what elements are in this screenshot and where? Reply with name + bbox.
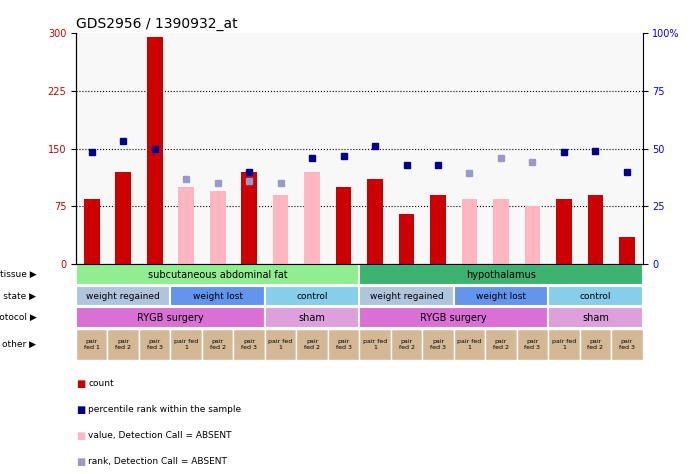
Bar (115, 172, 131, 264)
FancyBboxPatch shape (76, 264, 359, 285)
Text: other ▶: other ▶ (2, 340, 37, 349)
Text: pair
fed 3: pair fed 3 (524, 339, 540, 350)
FancyBboxPatch shape (265, 329, 296, 360)
Text: weight lost: weight lost (476, 292, 526, 301)
Text: tissue ▶: tissue ▶ (0, 270, 37, 279)
Bar (556, 199, 571, 264)
Text: pair
fed 2: pair fed 2 (587, 339, 603, 350)
Text: pair fed
1: pair fed 1 (269, 339, 293, 350)
FancyBboxPatch shape (328, 329, 359, 360)
Text: pair
fed 2: pair fed 2 (209, 339, 226, 350)
Text: control: control (580, 292, 611, 301)
Text: pair
fed 3: pair fed 3 (241, 339, 257, 350)
FancyBboxPatch shape (548, 307, 643, 328)
FancyBboxPatch shape (171, 286, 265, 307)
FancyBboxPatch shape (454, 329, 485, 360)
FancyBboxPatch shape (76, 329, 108, 360)
FancyBboxPatch shape (359, 286, 454, 307)
Text: pair
fed 2: pair fed 2 (399, 339, 415, 350)
FancyBboxPatch shape (359, 329, 391, 360)
Bar (619, 237, 635, 264)
Text: ■: ■ (76, 405, 85, 415)
Text: weight regained: weight regained (86, 292, 160, 301)
Text: ■: ■ (76, 379, 85, 389)
Text: pair
fed 2: pair fed 2 (304, 339, 320, 350)
FancyBboxPatch shape (265, 286, 359, 307)
Bar (462, 199, 477, 264)
Text: control: control (296, 292, 328, 301)
FancyBboxPatch shape (76, 286, 171, 307)
Text: pair
fed 1: pair fed 1 (84, 339, 100, 350)
FancyBboxPatch shape (548, 329, 580, 360)
Bar (304, 172, 320, 264)
Text: pair
fed 3: pair fed 3 (619, 339, 635, 350)
FancyBboxPatch shape (611, 329, 643, 360)
Bar (273, 195, 289, 264)
Text: RYGB surgery: RYGB surgery (420, 313, 487, 323)
Bar (178, 187, 194, 264)
Bar (493, 199, 509, 264)
Text: subcutaneous abdominal fat: subcutaneous abdominal fat (148, 270, 287, 280)
Bar (587, 195, 603, 264)
Bar (336, 187, 352, 264)
FancyBboxPatch shape (359, 264, 643, 285)
Text: pair
fed 3: pair fed 3 (430, 339, 446, 350)
FancyBboxPatch shape (391, 329, 422, 360)
FancyBboxPatch shape (359, 307, 548, 328)
FancyBboxPatch shape (171, 329, 202, 360)
Text: pair
fed 3: pair fed 3 (146, 339, 162, 350)
FancyBboxPatch shape (108, 329, 139, 360)
Text: ■: ■ (76, 457, 85, 467)
Bar (146, 37, 162, 264)
FancyBboxPatch shape (234, 329, 265, 360)
Bar (84, 199, 100, 264)
Text: pair
fed 3: pair fed 3 (336, 339, 352, 350)
Text: sham: sham (582, 313, 609, 323)
FancyBboxPatch shape (296, 329, 328, 360)
Text: rank, Detection Call = ABSENT: rank, Detection Call = ABSENT (88, 457, 227, 466)
Text: sham: sham (299, 313, 325, 323)
Text: weight lost: weight lost (193, 292, 243, 301)
FancyBboxPatch shape (139, 329, 171, 360)
Text: protocol ▶: protocol ▶ (0, 313, 37, 322)
Bar (241, 172, 257, 264)
Text: pair
fed 2: pair fed 2 (115, 339, 131, 350)
FancyBboxPatch shape (580, 329, 611, 360)
Bar (524, 206, 540, 264)
Bar (367, 179, 383, 264)
Text: weight regained: weight regained (370, 292, 444, 301)
FancyBboxPatch shape (265, 307, 359, 328)
Text: pair fed
1: pair fed 1 (457, 339, 482, 350)
Text: value, Detection Call = ABSENT: value, Detection Call = ABSENT (88, 431, 232, 440)
FancyBboxPatch shape (454, 286, 548, 307)
Bar (430, 195, 446, 264)
Text: pair fed
1: pair fed 1 (552, 339, 576, 350)
FancyBboxPatch shape (422, 329, 454, 360)
FancyBboxPatch shape (548, 286, 643, 307)
Text: GDS2956 / 1390932_at: GDS2956 / 1390932_at (76, 17, 238, 31)
Bar (210, 191, 225, 264)
FancyBboxPatch shape (76, 307, 265, 328)
Text: disease state ▶: disease state ▶ (0, 292, 37, 301)
Text: pair
fed 2: pair fed 2 (493, 339, 509, 350)
Text: pair fed
1: pair fed 1 (363, 339, 387, 350)
Text: RYGB surgery: RYGB surgery (137, 313, 204, 323)
FancyBboxPatch shape (485, 329, 517, 360)
FancyBboxPatch shape (517, 329, 548, 360)
Text: percentile rank within the sample: percentile rank within the sample (88, 405, 242, 414)
Text: count: count (88, 379, 114, 388)
Text: ■: ■ (76, 431, 85, 441)
Text: pair fed
1: pair fed 1 (174, 339, 198, 350)
Text: hypothalamus: hypothalamus (466, 270, 536, 280)
Bar (399, 214, 415, 264)
FancyBboxPatch shape (202, 329, 234, 360)
